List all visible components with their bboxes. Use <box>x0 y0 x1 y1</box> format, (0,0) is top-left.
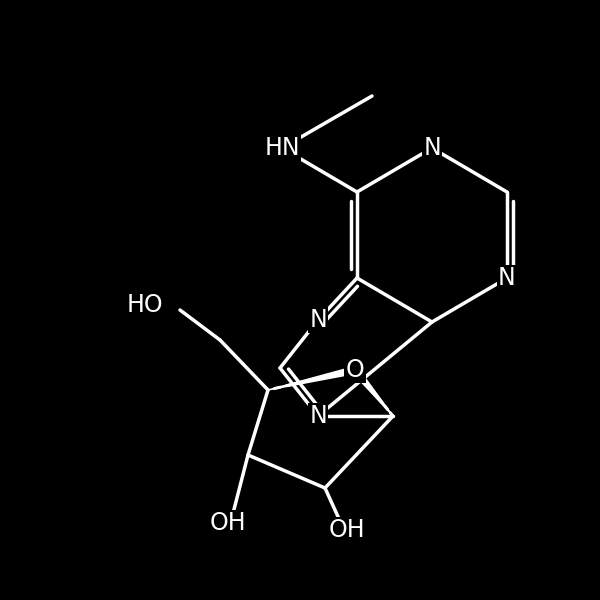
Text: HO: HO <box>127 293 163 317</box>
Text: N: N <box>309 404 327 428</box>
Text: N: N <box>423 136 441 160</box>
Text: HN: HN <box>264 136 300 160</box>
Polygon shape <box>352 368 393 416</box>
Text: O: O <box>346 358 364 382</box>
Polygon shape <box>268 367 356 390</box>
Text: N: N <box>309 308 327 332</box>
Text: OH: OH <box>329 518 365 542</box>
Text: N: N <box>498 266 516 290</box>
Text: OH: OH <box>209 511 247 535</box>
